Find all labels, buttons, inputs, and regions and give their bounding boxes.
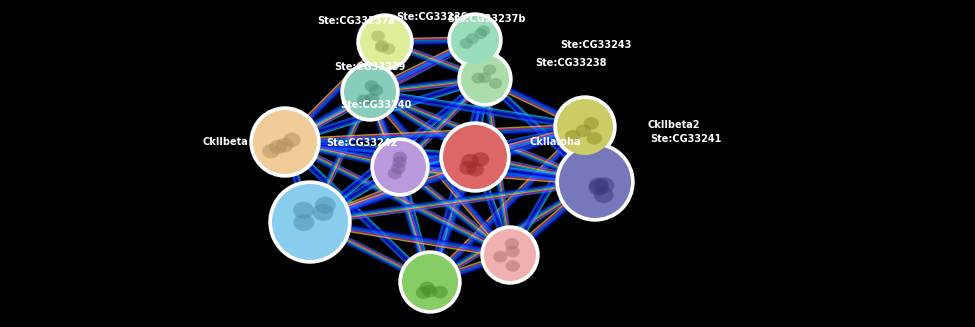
Ellipse shape	[474, 28, 488, 39]
Ellipse shape	[393, 151, 408, 163]
Ellipse shape	[556, 143, 634, 221]
Ellipse shape	[459, 161, 477, 175]
Ellipse shape	[374, 141, 426, 193]
Ellipse shape	[315, 197, 335, 214]
Ellipse shape	[371, 30, 385, 42]
Ellipse shape	[432, 286, 448, 298]
Ellipse shape	[313, 204, 333, 221]
Ellipse shape	[276, 138, 293, 152]
Text: Ste:CG33239: Ste:CG33239	[334, 62, 406, 72]
Ellipse shape	[595, 177, 614, 194]
Ellipse shape	[365, 93, 379, 105]
Text: CkIIbeta: CkIIbeta	[202, 137, 248, 147]
Ellipse shape	[493, 251, 508, 263]
Ellipse shape	[481, 226, 539, 284]
Ellipse shape	[419, 282, 435, 294]
Ellipse shape	[472, 73, 485, 83]
Ellipse shape	[375, 42, 389, 53]
Ellipse shape	[505, 238, 519, 250]
Ellipse shape	[375, 40, 389, 51]
Ellipse shape	[283, 133, 300, 147]
Ellipse shape	[472, 152, 489, 166]
Ellipse shape	[293, 214, 314, 231]
Ellipse shape	[505, 246, 520, 257]
Ellipse shape	[461, 154, 479, 168]
Ellipse shape	[415, 286, 431, 299]
Ellipse shape	[440, 122, 510, 192]
Ellipse shape	[388, 168, 402, 179]
Ellipse shape	[402, 254, 458, 310]
Ellipse shape	[557, 99, 613, 155]
Ellipse shape	[443, 125, 507, 189]
Ellipse shape	[381, 43, 395, 55]
Ellipse shape	[448, 13, 502, 67]
Ellipse shape	[488, 78, 502, 89]
Ellipse shape	[576, 125, 591, 137]
Text: Ste:CG33238: Ste:CG33238	[535, 58, 606, 68]
Text: Ste:CG33237b: Ste:CG33237b	[448, 14, 526, 24]
Ellipse shape	[478, 72, 491, 83]
Text: CkIIalpha: CkIIalpha	[530, 137, 581, 147]
Ellipse shape	[477, 26, 490, 36]
Ellipse shape	[399, 251, 461, 313]
Ellipse shape	[341, 63, 399, 121]
Ellipse shape	[594, 187, 613, 203]
Ellipse shape	[589, 180, 608, 196]
Ellipse shape	[565, 130, 580, 143]
Ellipse shape	[484, 229, 536, 281]
Ellipse shape	[344, 66, 396, 118]
Ellipse shape	[422, 285, 438, 298]
Ellipse shape	[391, 163, 406, 174]
Ellipse shape	[253, 110, 317, 174]
Ellipse shape	[250, 107, 320, 177]
Ellipse shape	[360, 17, 410, 67]
Ellipse shape	[369, 84, 383, 96]
Ellipse shape	[392, 156, 407, 168]
Text: Ste:CG33241: Ste:CG33241	[650, 134, 722, 144]
Ellipse shape	[293, 202, 314, 219]
Ellipse shape	[262, 144, 280, 158]
Text: Ste:CG33242: Ste:CG33242	[327, 138, 398, 148]
Ellipse shape	[272, 184, 348, 260]
Ellipse shape	[357, 14, 413, 70]
Ellipse shape	[461, 55, 509, 103]
Ellipse shape	[559, 146, 631, 218]
Ellipse shape	[583, 117, 599, 130]
Ellipse shape	[459, 38, 473, 49]
Text: Ste:CG33237a: Ste:CG33237a	[317, 16, 395, 26]
Ellipse shape	[451, 16, 499, 64]
Text: Ste:CG33236: Ste:CG33236	[396, 12, 468, 22]
Ellipse shape	[554, 96, 616, 158]
Text: Ste:CG33243: Ste:CG33243	[560, 40, 632, 50]
Text: Ste:CG33240: Ste:CG33240	[340, 100, 411, 110]
Ellipse shape	[466, 33, 479, 44]
Text: CkIIbeta2: CkIIbeta2	[648, 120, 700, 130]
Ellipse shape	[587, 132, 602, 145]
Ellipse shape	[357, 94, 370, 106]
Ellipse shape	[589, 178, 608, 194]
Ellipse shape	[466, 162, 485, 177]
Ellipse shape	[269, 181, 351, 263]
Ellipse shape	[483, 64, 496, 75]
Ellipse shape	[269, 140, 287, 154]
Ellipse shape	[506, 260, 520, 272]
Ellipse shape	[458, 52, 512, 106]
Ellipse shape	[371, 138, 429, 196]
Ellipse shape	[365, 80, 378, 92]
